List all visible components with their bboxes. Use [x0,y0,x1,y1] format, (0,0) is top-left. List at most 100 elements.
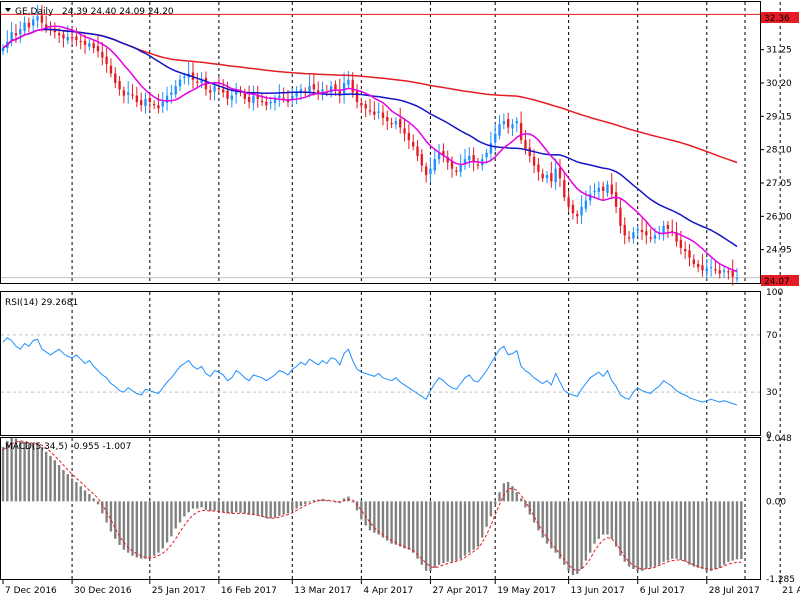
candle-body [597,187,601,192]
macd-bar [6,440,9,502]
x-tick-label: 13 Mar 2017 [294,586,351,596]
candle-body [170,92,173,95]
bear-candle [537,158,540,181]
bear-candle [27,17,31,33]
rsi-panel: 100 70 30 0 RSI(14) 29.2681 [0,288,783,441]
candle-body [567,197,570,207]
macd-bar [196,501,199,509]
chart-menu-triangle-icon[interactable] [5,8,11,12]
candle-body [14,33,18,36]
candle-body [226,90,229,99]
candle-body [148,97,151,103]
candle-body [468,155,471,161]
candle-body [502,121,506,125]
macd-bar [692,501,696,567]
macd-bar [191,501,195,509]
bear-candle [424,162,428,183]
rsi-y-tick-label: 100 [766,288,783,298]
macd-bar [459,501,462,559]
macd-bar [148,501,151,558]
bull-candle [437,143,441,165]
candle-body [506,119,510,128]
bear-candle [610,173,613,200]
candle-body [109,65,113,74]
macd-bar [265,501,268,519]
macd-bar [420,501,423,565]
candle-body [351,79,354,93]
bear-candle [696,260,700,273]
macd-bar [528,501,531,515]
macd-bar [519,498,523,502]
bull-candle [429,157,432,183]
bear-candle [83,34,87,54]
candle-body [541,173,544,179]
bull-candle [213,82,216,101]
bull-candle [705,258,708,279]
macd-bar [127,501,130,553]
candle-body [485,152,488,158]
macd-bar [222,501,225,513]
macd-bar [368,501,372,531]
price-y-tick-label: 24.95 [766,246,792,256]
macd-bar [152,501,156,556]
macd-bar [429,501,432,571]
bull-candle [394,117,398,130]
macd-bar [373,501,376,533]
bull-candle [88,38,91,51]
candle-body [321,89,324,92]
x-tick-label: 16 Feb 2017 [221,586,277,596]
candle-body [666,224,670,230]
high-level-tag [761,12,799,23]
candle-body [399,119,402,128]
macd-bar [14,438,18,502]
candle-body [735,278,739,280]
bear-candle [692,254,696,268]
macd-bar [1,446,5,502]
bull-candle [377,102,380,120]
candles [1,4,739,286]
candle-body [576,214,579,217]
bear-candle [118,75,121,96]
bear-candle [351,72,354,98]
macd-bar [662,501,665,562]
high-level-tag-label: 32.36 [764,14,790,24]
bear-candle [567,190,570,212]
price-y-tick-label: 29.15 [766,112,792,122]
candle-body [118,81,121,90]
macd-bar [70,478,74,502]
bear-candle [450,156,454,178]
macd-bar [36,443,39,502]
candle-body [498,124,501,136]
macd-bar [614,501,618,547]
bear-candle [334,80,337,96]
candle-body [645,231,648,236]
macd-bar [502,483,506,502]
bear-candle [122,86,126,104]
macd-bar [40,446,44,502]
macd-signal-line [2,440,742,572]
bear-candle [247,85,251,109]
rsi-title: RSI(14) 29.2681 [5,298,78,308]
macd-bar [109,501,113,532]
macd-bar [731,501,734,561]
candle-body [731,270,734,277]
macd-bar [399,501,402,547]
macd-bar [234,501,238,513]
macd-bar [286,501,290,514]
macd-y-tick-label: 0.00 [766,497,786,507]
bull-candle [230,88,234,108]
x-tick-label: 28 Jul 2017 [709,586,760,596]
macd-bar [381,501,385,538]
bear-candle [196,72,199,87]
bull-candle [36,4,39,29]
macd-bar [610,501,613,539]
candle-body [165,95,169,103]
macd-bar [390,501,393,544]
candle-body [494,133,497,143]
macd-bar [27,443,31,502]
bear-candle [96,34,100,58]
macd-bar [714,501,717,570]
candle-body [291,95,294,101]
bear-candle [675,222,678,247]
macd-bar [675,501,678,559]
